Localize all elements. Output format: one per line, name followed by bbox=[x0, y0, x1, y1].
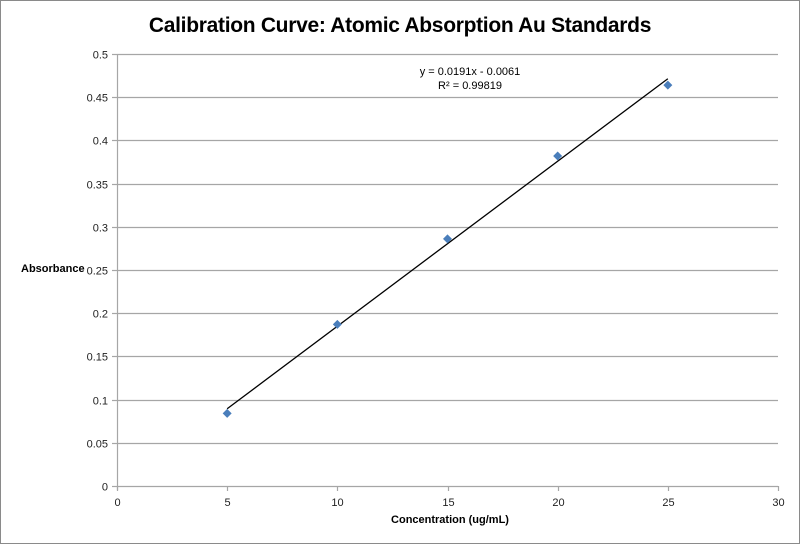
trendline-equation: y = 0.0191x - 0.0061 R² = 0.99819 bbox=[380, 65, 560, 93]
x-tick-label: 0 bbox=[114, 497, 120, 509]
data-point-marker bbox=[663, 80, 673, 90]
y-tick-label: 0.05 bbox=[87, 439, 108, 451]
data-point-marker bbox=[553, 151, 563, 161]
x-tick-label: 5 bbox=[224, 497, 230, 509]
data-point-marker bbox=[443, 234, 452, 244]
y-tick-label: 0.25 bbox=[87, 266, 108, 278]
equation-text: y = 0.0191x - 0.0061 bbox=[419, 66, 521, 78]
y-tick-label: 0.1 bbox=[93, 396, 108, 408]
x-axis-label: Concentration (ug/mL) bbox=[391, 514, 509, 526]
y-tick-label: 0.2 bbox=[93, 309, 108, 321]
y-tick-label: 0.5 bbox=[93, 50, 108, 62]
y-axis-label: Absorbance bbox=[21, 263, 85, 275]
y-tick-label: 0.3 bbox=[93, 223, 108, 235]
r-squared-text: R² = 0.99819 bbox=[438, 80, 502, 92]
data-point-marker bbox=[332, 319, 342, 329]
y-tick-label: 0.4 bbox=[93, 136, 108, 148]
y-tick-label: 0.15 bbox=[87, 352, 108, 364]
x-tick-label: 30 bbox=[772, 497, 784, 509]
chart-title: Calibration Curve: Atomic Absorption Au … bbox=[148, 14, 652, 37]
y-tick-label: 0.35 bbox=[87, 180, 108, 192]
trendline bbox=[226, 78, 669, 410]
x-tick-label: 10 bbox=[331, 497, 343, 509]
y-tick-label: 0.45 bbox=[87, 93, 108, 105]
x-tick-label: 25 bbox=[662, 497, 674, 509]
x-tick-label: 15 bbox=[442, 497, 454, 509]
x-tick-label: 20 bbox=[552, 497, 564, 509]
data-point-marker bbox=[222, 408, 232, 418]
y-tick-label: 0 bbox=[102, 482, 108, 494]
